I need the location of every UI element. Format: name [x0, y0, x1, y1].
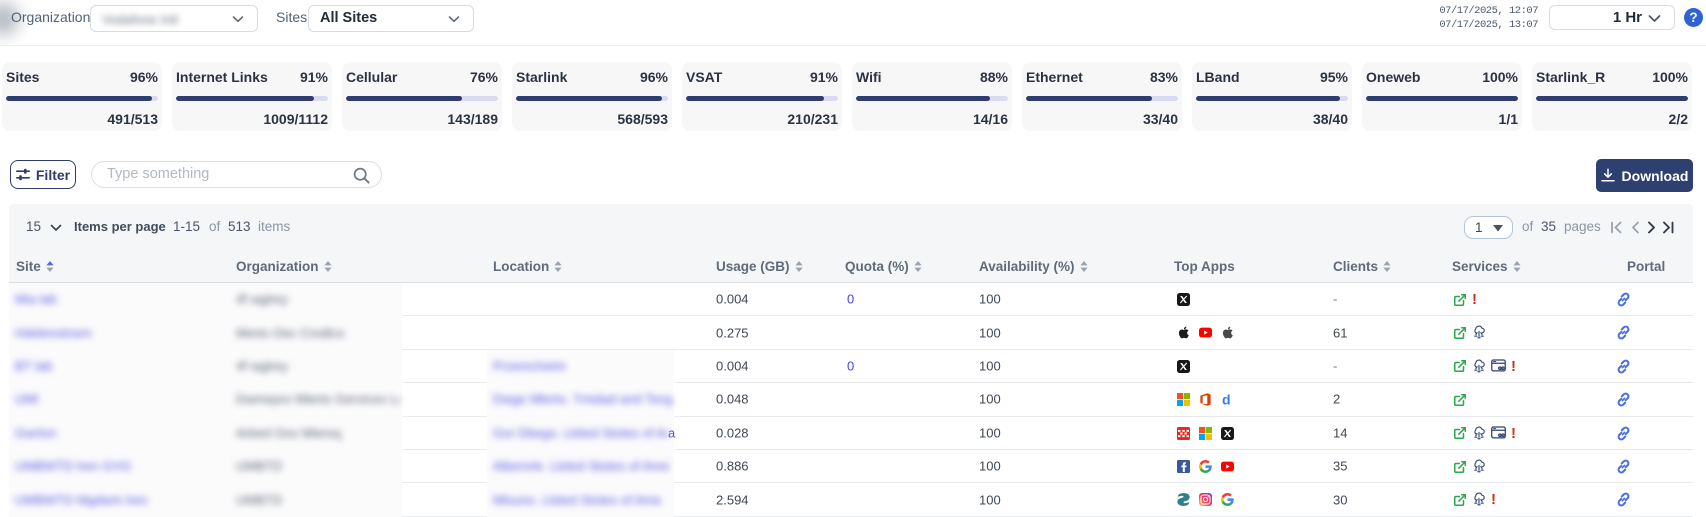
svg-text:d: d — [1222, 393, 1231, 406]
